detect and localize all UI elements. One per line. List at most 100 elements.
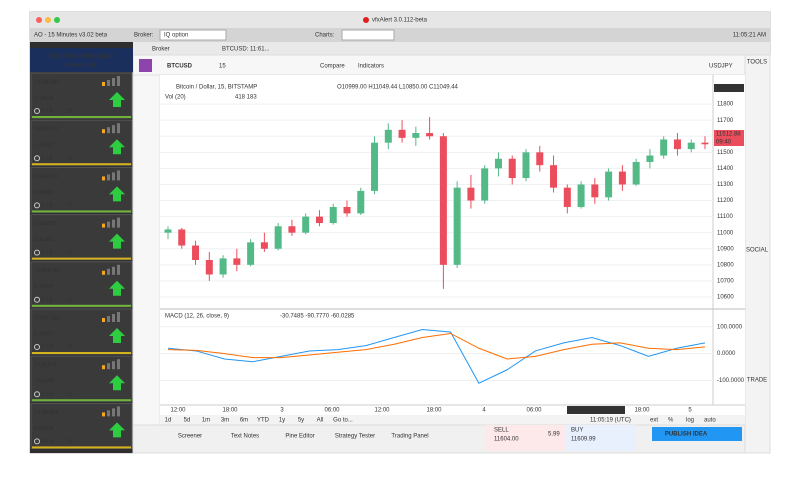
y-tick-label: 11300: [717, 182, 734, 188]
price-tag: 11816.82: [716, 86, 741, 92]
bottom-tab[interactable]: Strategy Tester: [335, 434, 375, 440]
sell-label: SELL: [494, 428, 509, 434]
signal-pair: AUDUSD: [34, 268, 60, 274]
signal-strength: [102, 318, 105, 322]
range-button[interactable]: All: [317, 418, 324, 424]
candle-body: [302, 216, 310, 233]
drawing-tools: [132, 74, 161, 426]
range-button[interactable]: 6m: [240, 418, 248, 424]
candle-body: [522, 152, 530, 179]
signal-strength: [112, 78, 115, 86]
app-icon: [363, 17, 369, 23]
y-tick-label: 11000: [717, 230, 734, 236]
signal-strength: [117, 264, 120, 275]
signal-pair: USDCHF: [34, 174, 59, 180]
tab-bar: [133, 42, 770, 55]
bottom-tab[interactable]: Pine Editor: [285, 434, 314, 440]
timer-icon: [34, 249, 40, 256]
scale-option[interactable]: ext: [650, 418, 658, 424]
range-button[interactable]: 1d: [165, 418, 172, 424]
bottom-tab[interactable]: Trading Panel: [391, 434, 428, 440]
toolbar-button[interactable]: Compare: [320, 64, 345, 70]
broker-select[interactable]: [159, 29, 227, 41]
timer-icon: [34, 344, 40, 350]
signal-strength: [117, 217, 120, 228]
candle-body: [343, 206, 351, 214]
range-button[interactable]: YTD: [257, 418, 270, 424]
range-button[interactable]: 1m: [202, 418, 210, 424]
toolbar-button[interactable]: BTCUSD: [167, 64, 193, 70]
zoom-button[interactable]: [54, 17, 60, 23]
timer-icon: [34, 296, 40, 303]
candle-body: [467, 187, 475, 201]
broker-value[interactable]: IQ option: [164, 33, 188, 39]
y-tick-label: 11700: [717, 118, 734, 124]
price-tag-bg: [714, 130, 744, 138]
toolbar-button[interactable]: USDJPY: [709, 64, 733, 70]
range-button[interactable]: 1y: [279, 418, 285, 424]
toolbar-button[interactable]: Indicators: [358, 64, 384, 70]
signal-strength: [107, 410, 110, 417]
candle-body: [577, 184, 585, 207]
toolbar-button[interactable]: 15: [219, 64, 226, 70]
minimize-button[interactable]: [45, 17, 51, 23]
tab[interactable]: BTCUSD: 11:61...: [222, 47, 270, 53]
up-arrow: [109, 280, 125, 296]
volume-label: Vol (20): [165, 95, 186, 101]
range-button[interactable]: 5d: [184, 418, 191, 424]
signal-price: 112.463: [34, 237, 53, 243]
price-tag: 11512.88: [716, 132, 741, 138]
signal-strength: [102, 365, 105, 370]
publish-button[interactable]: [652, 427, 742, 441]
signal-expiry: 15: [66, 203, 73, 209]
signal-pair: EURGBP: [34, 410, 59, 416]
signal-strength: [107, 174, 110, 181]
candle-body: [357, 190, 365, 214]
utc-clock: 11:05:19 (UTC): [590, 418, 631, 424]
signal-strength: [117, 359, 120, 370]
x-tick-label: 12:00: [374, 408, 390, 414]
candle-body: [439, 136, 447, 265]
signal-strip: [32, 399, 131, 402]
range-button[interactable]: 5y: [298, 418, 304, 424]
right-sidebar: [744, 54, 771, 454]
signal-price: 133.409: [34, 379, 54, 385]
buy-label: BUY: [571, 428, 583, 434]
chart-title: Bitcoin / Dollar, 15, BITSTAMP: [176, 85, 257, 91]
range-button[interactable]: 3m: [221, 418, 229, 424]
signals-header-bg: [30, 48, 133, 72]
scale-option[interactable]: %: [668, 418, 674, 424]
scale-option[interactable]: auto: [704, 418, 716, 424]
bottom-tab[interactable]: Text Notes: [231, 434, 259, 440]
y-tick-label: 0.0000: [717, 351, 736, 357]
chart-area: [160, 75, 745, 415]
candle-body: [205, 260, 213, 275]
candle-body: [494, 158, 502, 169]
spread: 5.99: [548, 432, 560, 438]
macd-values: -30.7485 -90.7770 -60.0285: [280, 314, 355, 320]
signal-strength: [112, 266, 115, 275]
signal-strength: [112, 361, 115, 370]
signal-time: 0:16: [41, 109, 53, 115]
charts-label: Charts:: [315, 33, 335, 39]
signal-strength: [102, 270, 105, 275]
signal-strength: [112, 125, 115, 134]
signal-strength: [107, 363, 110, 370]
y-tick-label: 10900: [717, 246, 734, 252]
publish-label[interactable]: PUBLISH IDEA: [665, 432, 708, 438]
symbol-logo: [139, 59, 152, 72]
signal-expiry: 15: [66, 392, 73, 398]
up-arrow: [109, 328, 125, 343]
tab[interactable]: Broker: [152, 47, 170, 53]
close-button[interactable]: [36, 17, 42, 23]
buy-box[interactable]: [566, 425, 636, 451]
sell-box[interactable]: [486, 425, 566, 451]
candle-body: [164, 229, 172, 233]
charts-select[interactable]: [341, 29, 395, 41]
macd-line: [167, 332, 706, 360]
range-button[interactable]: Go to...: [333, 418, 353, 424]
bottom-tab[interactable]: Screener: [178, 434, 202, 440]
candle-body: [219, 258, 227, 275]
scale-option[interactable]: log: [686, 418, 694, 424]
window-title: vfxAlert 3.0.112-beta: [372, 18, 428, 24]
